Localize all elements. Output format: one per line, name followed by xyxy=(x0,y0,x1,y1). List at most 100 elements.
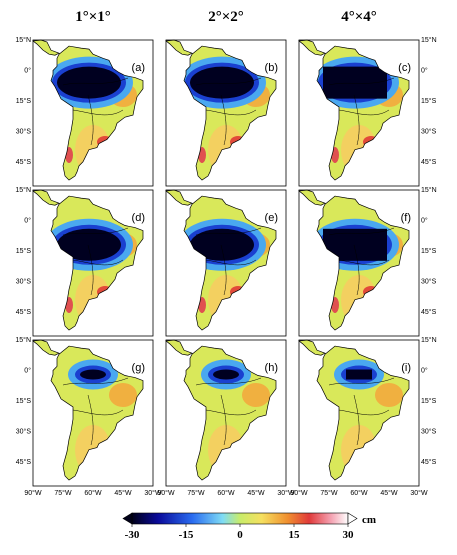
latitude-label: 45°S xyxy=(421,158,437,166)
latitude-label: 15°N xyxy=(421,186,437,194)
field-patch xyxy=(242,383,270,407)
longitude-label: 60°W xyxy=(217,489,235,497)
map-panel: (b) xyxy=(165,39,287,187)
panel-label: (f) xyxy=(401,212,411,224)
panel-label: (d) xyxy=(132,212,145,224)
longitude-label: 90°W xyxy=(290,489,308,497)
field-patch xyxy=(190,228,254,261)
latitude-label: 0° xyxy=(24,366,31,374)
longitude-label: 45°W xyxy=(247,489,265,497)
panel-label: (a) xyxy=(132,62,145,74)
coastline xyxy=(165,39,277,181)
river xyxy=(195,227,262,296)
column-title: 1°×1° xyxy=(75,9,111,25)
coastline xyxy=(298,189,410,331)
panel-label: (e) xyxy=(265,212,278,224)
longitude-label: 75°W xyxy=(54,489,72,497)
map-panel: (h) xyxy=(165,339,287,487)
map-panel: (i) xyxy=(298,339,420,487)
river xyxy=(195,377,262,446)
river xyxy=(328,77,395,146)
map-panel: (f) xyxy=(298,189,420,337)
longitude-label: 60°W xyxy=(84,489,102,497)
coastline xyxy=(298,39,410,181)
longitude-label: 30°W xyxy=(410,489,428,497)
colorbar-arrow xyxy=(122,512,133,525)
latitude-label: 0° xyxy=(421,66,428,74)
field-patch xyxy=(213,369,239,380)
latitude-label: 45°S xyxy=(421,308,437,316)
field-patch xyxy=(375,383,403,407)
map-panel: (d) xyxy=(32,189,154,337)
coastline xyxy=(32,39,144,181)
colorbar-tick-label: -15 xyxy=(179,529,194,541)
panel-label: (b) xyxy=(265,62,278,74)
latitude-label: 45°S xyxy=(16,458,32,466)
river xyxy=(195,77,262,146)
colorbar-unit: cm xyxy=(362,514,376,526)
latitude-label: 30°S xyxy=(16,277,32,285)
panel-label: (c) xyxy=(398,62,411,74)
latitude-label: 0° xyxy=(421,366,428,374)
latitude-label: 15°S xyxy=(16,97,32,105)
longitude-label: 90°W xyxy=(24,489,42,497)
latitude-label: 15°N xyxy=(421,336,437,344)
field-patch xyxy=(190,66,254,99)
coastline xyxy=(165,189,277,331)
longitude-label: 75°W xyxy=(320,489,338,497)
map-panel: (e) xyxy=(165,189,287,337)
colorbar-tick-label: 15 xyxy=(289,529,301,541)
latitude-label: 15°N xyxy=(421,36,437,44)
river xyxy=(328,377,395,446)
river xyxy=(62,77,129,146)
latitude-label: 0° xyxy=(421,216,428,224)
map-panel: (a) xyxy=(32,39,154,187)
field-patch xyxy=(346,369,372,380)
longitude-label: 30°W xyxy=(277,489,295,497)
colorbar-tick-label: -30 xyxy=(125,529,140,541)
latitude-label: 15°N xyxy=(15,336,31,344)
latitude-label: 30°S xyxy=(421,127,437,135)
field-patch xyxy=(57,66,121,99)
coastline xyxy=(32,339,144,481)
map-panel: (c) xyxy=(298,39,420,187)
latitude-label: 15°N xyxy=(15,36,31,44)
panel-label: (h) xyxy=(265,362,278,374)
river xyxy=(62,227,129,296)
latitude-label: 30°S xyxy=(16,127,32,135)
field-patch xyxy=(80,369,106,380)
panel-label: (i) xyxy=(401,362,411,374)
longitude-label: 60°W xyxy=(350,489,368,497)
field-patch xyxy=(57,228,121,261)
colorbar xyxy=(131,512,349,525)
longitude-label: 30°W xyxy=(144,489,162,497)
latitude-label: 15°S xyxy=(421,397,437,405)
latitude-label: 0° xyxy=(24,216,31,224)
longitude-label: 90°W xyxy=(157,489,175,497)
latitude-label: 45°S xyxy=(421,458,437,466)
latitude-label: 30°S xyxy=(16,427,32,435)
column-title: 2°×2° xyxy=(208,9,244,25)
panel-label: (g) xyxy=(132,362,145,374)
longitude-label: 75°W xyxy=(187,489,205,497)
colorbar-tick-label: 30 xyxy=(343,529,355,541)
field-patch xyxy=(109,383,137,407)
longitude-label: 45°W xyxy=(114,489,132,497)
latitude-label: 0° xyxy=(24,66,31,74)
coastline xyxy=(165,339,277,481)
colorbar-arrow xyxy=(347,512,358,525)
latitude-label: 45°S xyxy=(16,308,32,316)
colorbar-tick-label: 0 xyxy=(237,529,243,541)
latitude-label: 15°S xyxy=(421,247,437,255)
latitude-label: 15°N xyxy=(15,186,31,194)
latitude-label: 15°S xyxy=(421,97,437,105)
latitude-label: 15°S xyxy=(16,247,32,255)
map-panel: (g) xyxy=(32,339,154,487)
latitude-label: 30°S xyxy=(421,427,437,435)
longitude-label: 45°W xyxy=(380,489,398,497)
latitude-label: 30°S xyxy=(421,277,437,285)
coastline xyxy=(298,339,410,481)
river xyxy=(328,227,395,296)
